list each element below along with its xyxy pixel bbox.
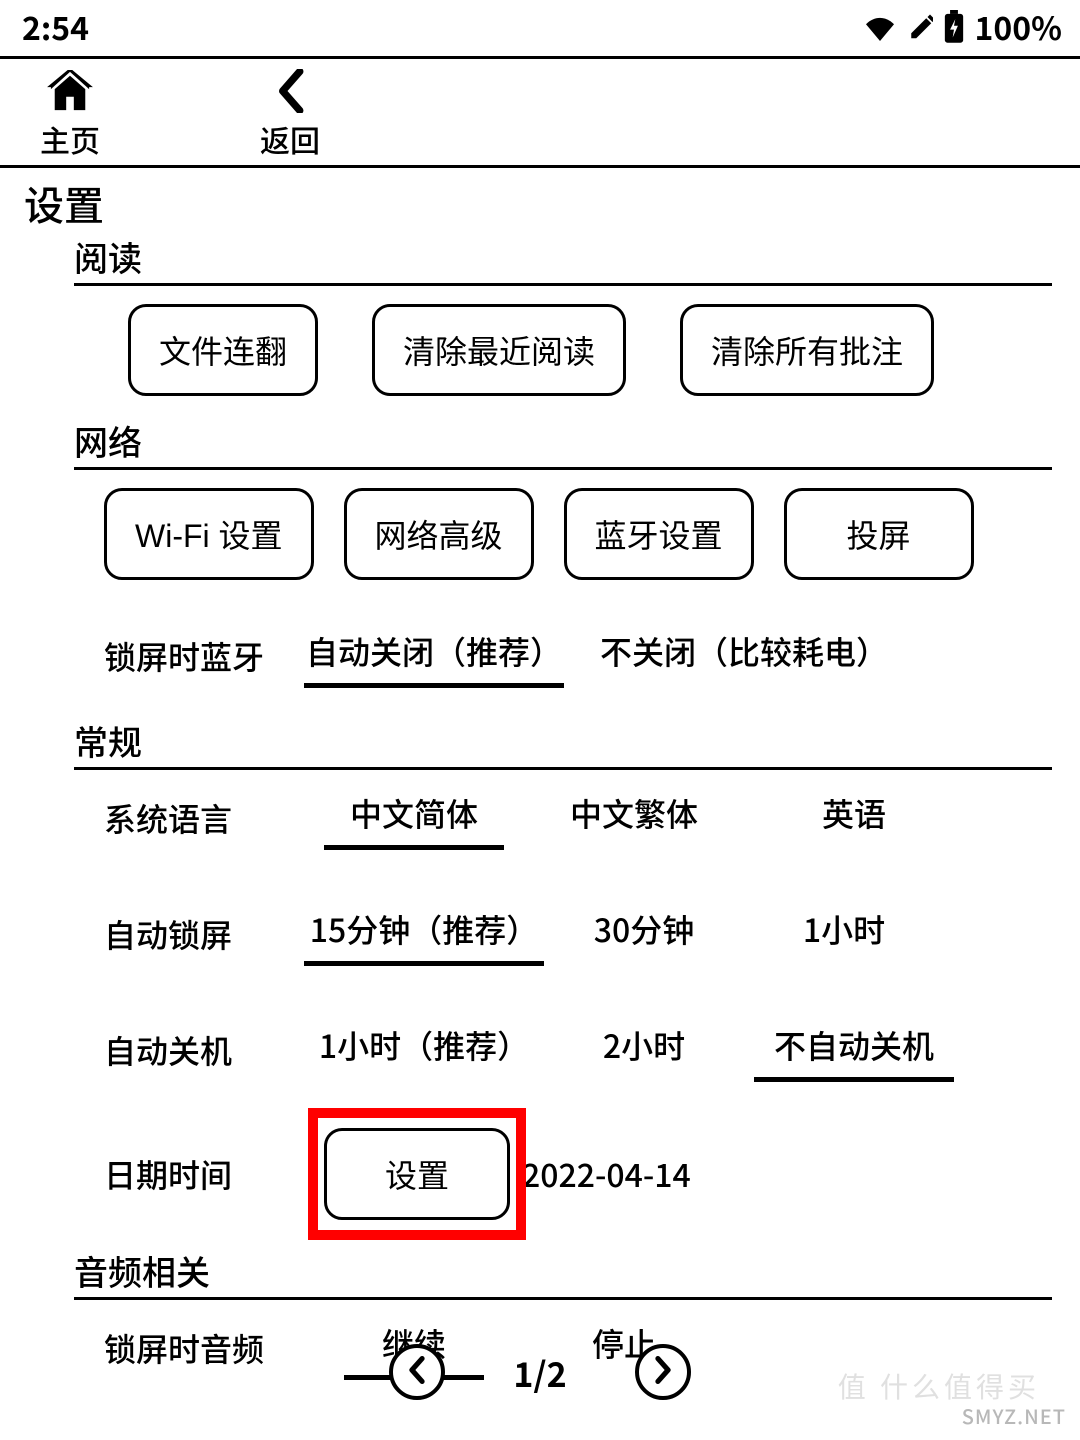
datetime-row: 日期时间 设置 2022-04-14 <box>74 1110 1052 1246</box>
pager-next-button[interactable] <box>635 1344 691 1400</box>
nav-home-label: 主页 <box>40 117 100 161</box>
divider <box>74 767 1052 770</box>
lang-opt-zhtw[interactable]: 中文繁体 <box>534 790 734 846</box>
pager-prev-button[interactable] <box>389 1344 445 1400</box>
wifi-settings-button[interactable]: Wi-Fi 设置 <box>104 488 314 580</box>
divider <box>74 467 1052 470</box>
section-network-title: 网络 <box>74 416 1052 467</box>
lang-label: 系统语言 <box>104 795 324 841</box>
autolock-opt-1h[interactable]: 1小时 <box>754 906 934 962</box>
autooff-opt-never[interactable]: 不自动关机 <box>754 1022 954 1078</box>
section-general: 常规 系统语言 中文简体 中文繁体 英语 自动锁屏 15分钟（推荐） 30分钟 … <box>74 716 1052 1246</box>
bt-lock-row: 锁屏时蓝牙 自动关闭（推荐） 不关闭（比较耗电） <box>74 600 1052 716</box>
autooff-opt-2h[interactable]: 2小时 <box>554 1022 734 1078</box>
wifi-icon <box>863 13 897 41</box>
chevron-right-icon <box>652 1356 674 1389</box>
divider <box>74 1297 1052 1300</box>
datetime-label: 日期时间 <box>104 1151 304 1197</box>
bt-lock-label: 锁屏时蓝牙 <box>104 633 304 679</box>
clear-annotations-button[interactable]: 清除所有批注 <box>680 304 934 396</box>
watermark-sub: 值 什么值得买 <box>838 1366 1040 1406</box>
lang-opt-zhcn[interactable]: 中文简体 <box>324 790 504 846</box>
pager-text: 1/2 <box>513 1348 566 1397</box>
nav-bar: 主页 返回 <box>0 59 1080 165</box>
lang-row: 系统语言 中文简体 中文繁体 英语 <box>74 782 1052 878</box>
nav-back[interactable]: 返回 <box>230 67 350 161</box>
autolock-row: 自动锁屏 15分钟（推荐） 30分钟 1小时 <box>74 878 1052 994</box>
bt-lock-opt-auto[interactable]: 自动关闭（推荐） <box>304 628 564 684</box>
section-audio-title: 音频相关 <box>74 1246 1052 1297</box>
autooff-row: 自动关机 1小时（推荐） 2小时 不自动关机 <box>74 994 1052 1110</box>
status-icons: 100% <box>863 4 1062 50</box>
autooff-label: 自动关机 <box>104 1027 304 1073</box>
bt-lock-opt-keep[interactable]: 不关闭（比较耗电） <box>584 628 904 684</box>
autooff-opt-1h[interactable]: 1小时（推荐） <box>304 1022 544 1078</box>
cast-button[interactable]: 投屏 <box>784 488 974 580</box>
file-flip-button[interactable]: 文件连翻 <box>128 304 318 396</box>
datetime-value: 2022-04-14 <box>522 1151 691 1197</box>
back-icon <box>274 67 306 115</box>
chevron-left-icon <box>406 1356 428 1389</box>
battery-icon <box>943 10 965 44</box>
battery-percent: 100% <box>975 4 1062 50</box>
datetime-settings-button[interactable]: 设置 <box>324 1128 510 1220</box>
autolock-opt-30[interactable]: 30分钟 <box>554 906 734 962</box>
bluetooth-settings-button[interactable]: 蓝牙设置 <box>564 488 754 580</box>
section-network: 网络 Wi-Fi 设置 网络高级 蓝牙设置 投屏 锁屏时蓝牙 自动关闭（推荐） … <box>74 416 1052 716</box>
home-icon <box>47 67 93 115</box>
divider <box>74 283 1052 286</box>
status-time: 2:54 <box>22 4 89 50</box>
nav-home[interactable]: 主页 <box>10 67 130 161</box>
autolock-opt-15[interactable]: 15分钟（推荐） <box>304 906 544 962</box>
network-buttons: Wi-Fi 设置 网络高级 蓝牙设置 投屏 <box>74 482 1052 600</box>
pen-icon <box>907 12 933 42</box>
section-reading-title: 阅读 <box>74 232 1052 283</box>
section-reading: 阅读 文件连翻 清除最近阅读 清除所有批注 <box>74 232 1052 416</box>
section-general-title: 常规 <box>74 716 1052 767</box>
page-title: 设置 <box>0 168 1080 232</box>
reading-buttons: 文件连翻 清除最近阅读 清除所有批注 <box>74 298 1052 416</box>
nav-back-label: 返回 <box>260 117 320 161</box>
status-bar: 2:54 100% <box>0 0 1080 56</box>
autolock-label: 自动锁屏 <box>104 911 304 957</box>
network-advanced-button[interactable]: 网络高级 <box>344 488 534 580</box>
datetime-button-wrap: 设置 <box>324 1128 510 1220</box>
watermark: SMYZ.NET <box>962 1401 1066 1430</box>
clear-recent-button[interactable]: 清除最近阅读 <box>372 304 626 396</box>
lang-opt-en[interactable]: 英语 <box>764 790 944 846</box>
